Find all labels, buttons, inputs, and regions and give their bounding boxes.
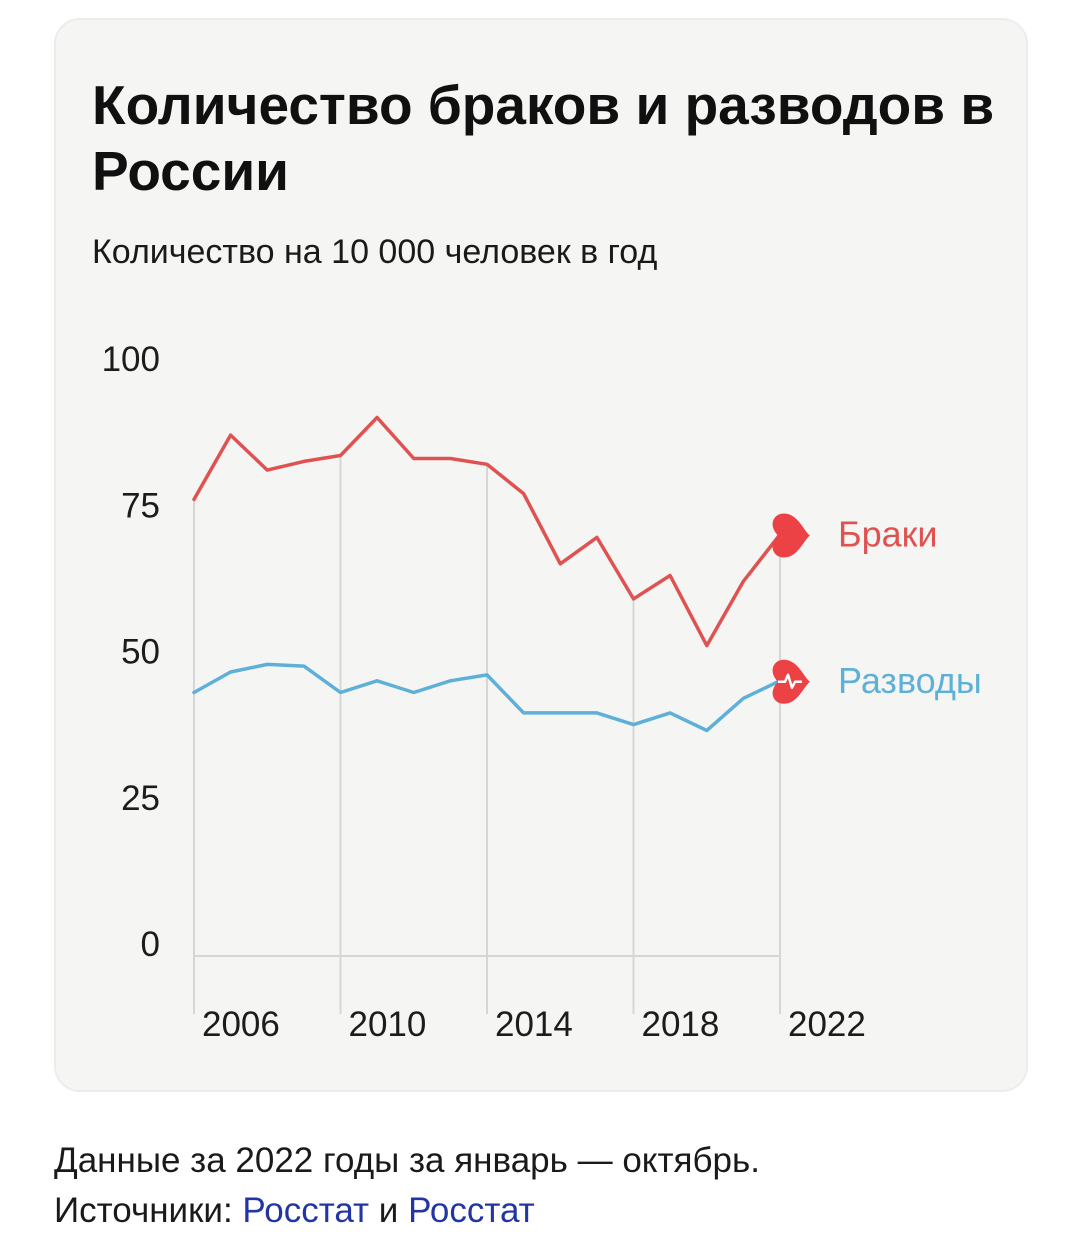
x-tick-label: 2010 [349,1005,427,1044]
y-tick-label: 75 [121,486,160,525]
x-axis-ticks: 2006 2010 2014 2018 2022 [202,1005,866,1044]
footnote-sources: Источники: Росстат и Росстат [54,1186,760,1236]
line-chart: 0 25 50 75 100 2006 2010 2014 2018 2022 Браки Раз… [102,340,982,1044]
y-tick-label: 50 [121,633,160,672]
source-link-2[interactable]: Росстат [408,1191,535,1230]
series-line-divorces [192,662,782,733]
series-lines [192,415,782,733]
y-tick-label: 25 [121,779,160,818]
footnote: Данные за 2022 годы за январь — октябрь.… [54,1136,760,1236]
sources-prefix: Источники: [54,1191,243,1230]
series-end-markers [772,513,810,704]
source-link-1[interactable]: Росстат [242,1191,370,1230]
series-line-marriages [192,415,782,648]
chart-title: Количество браков и разводов в России [92,74,995,202]
y-tick-label: 0 [141,925,160,964]
y-tick-label: 100 [102,340,160,379]
series-label-marriages: Браки [838,514,938,555]
heart-icon [772,659,810,704]
x-tick-label: 2014 [495,1005,573,1044]
heart-icon [772,513,810,558]
chart-subtitle: Количество на 10 000 человек в год [92,233,658,271]
chart-card: Количество браков и разводов в России Ко… [54,18,1028,1092]
series-labels: Браки Разводы [838,514,982,701]
sources-conjunction: и [369,1191,409,1230]
series-label-divorces: Разводы [838,660,982,701]
x-tick-label: 2018 [642,1005,720,1044]
grid-lines [193,455,781,1014]
footnote-note: Данные за 2022 годы за январь — октябрь. [54,1141,760,1180]
y-axis-ticks: 0 25 50 75 100 [102,340,160,964]
x-tick-label: 2006 [202,1005,280,1044]
x-tick-label: 2022 [788,1005,866,1044]
